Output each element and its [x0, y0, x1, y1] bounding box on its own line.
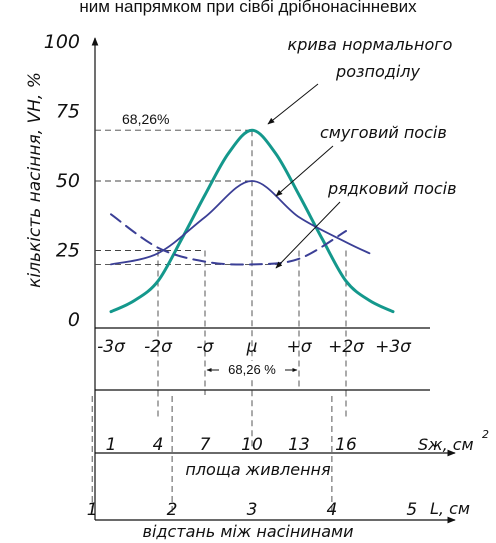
peak-percent-label: 68,26%	[122, 111, 169, 127]
series-normal-line	[109, 128, 395, 314]
area-axis-label: площа живлення	[185, 460, 331, 479]
area-tick-label: 7	[200, 435, 211, 455]
area-tick-label: 4	[153, 435, 164, 455]
distance-tick-label: 1	[87, 500, 98, 520]
sigma-tick-label: +3σ	[375, 337, 412, 357]
caption-text: ним напрямком при сівбі дрібнонасінневих	[79, 0, 417, 16]
leader-normal	[267, 83, 319, 125]
distance-tick-label: 4	[326, 500, 337, 520]
curves	[109, 128, 395, 314]
y-tick-label: 50	[56, 170, 80, 192]
distance-axis-label: відстань між насінинами	[143, 522, 354, 541]
leader-row	[275, 201, 341, 269]
sigma-tick-label: +σ	[286, 337, 312, 357]
y-axis-label: кількість насіння, VН, %	[25, 72, 45, 288]
distance-tick-label: 5	[406, 500, 417, 520]
sigma-tick-label: -σ	[197, 337, 215, 357]
series-label-normal-line2: розподілу	[335, 62, 420, 81]
distance-unit-label: L, см	[430, 499, 470, 518]
area-unit-label: Sж, см	[418, 435, 474, 454]
y-tick-label: 0	[68, 309, 80, 331]
area-unit-power: 2	[482, 428, 489, 441]
sigma-tick-label: μ	[246, 337, 258, 357]
y-tick-label: 25	[56, 240, 80, 262]
series-label-row: рядковий посів	[327, 179, 457, 198]
area-tick-label: 10	[241, 435, 263, 455]
sigma-tick-labels: -3σ -2σ -σ μ +σ +2σ +3σ	[97, 337, 412, 357]
sigma-tick-label: -2σ	[144, 337, 173, 357]
distance-tick-label: 2	[167, 500, 178, 520]
sigma-tick-label: -3σ	[97, 337, 126, 357]
sigma-tick-label: +2σ	[328, 337, 365, 357]
area-tick-label: 1	[106, 435, 117, 455]
series-label-strip: смуговий посів	[320, 123, 447, 142]
leader-strip	[275, 145, 334, 197]
band-label-bg	[219, 361, 285, 378]
series-label-normal-line1: крива нормального	[288, 35, 453, 54]
guide-lines	[91, 129, 347, 512]
distance-tick-label: 3	[247, 500, 258, 520]
area-tick-labels: 1 4 7 10 13 16	[106, 435, 357, 455]
distance-tick-labels: 1 2 3 4 5	[87, 500, 417, 520]
y-tick-label: 75	[56, 101, 80, 123]
series-strip-line	[110, 180, 371, 266]
y-tick-label: 100	[44, 31, 80, 53]
area-tick-label: 16	[335, 435, 357, 455]
band-label: 68,26 %	[228, 362, 276, 377]
y-tick-labels: 100 75 50 25 0	[44, 31, 80, 331]
area-tick-label: 13	[288, 435, 310, 455]
